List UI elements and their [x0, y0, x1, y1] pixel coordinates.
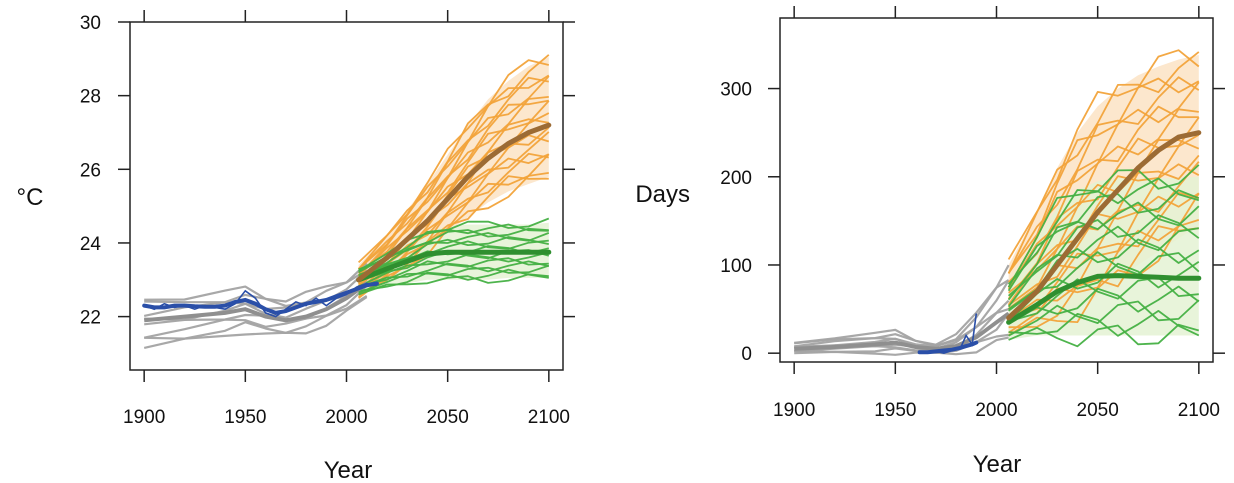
x-tick-label: 2050: [1077, 400, 1119, 421]
x-tick-label: 1950: [224, 407, 266, 428]
historical-model-run-line-2: [143, 285, 368, 339]
high-scenario-run-line-12: [358, 99, 549, 274]
high-scenario-run-line-15: [358, 74, 550, 270]
high-scenario-run-line-16: [1007, 51, 1200, 274]
x-tick-label: 1900: [123, 407, 165, 428]
high-scenario-mean-line: [1006, 130, 1202, 321]
high-scenario-run-line-16: [357, 54, 550, 270]
historical-model-run-line-0: [143, 296, 368, 349]
y-tick-label: 26: [80, 160, 101, 181]
temperature-panel: 1900 1950 2000 2050 2100 22 24 26 28 30 Year °C: [17, 10, 575, 483]
x-tick-label: 2000: [325, 407, 367, 428]
historical-model-mean-line: [794, 311, 1010, 351]
low-scenario-run-line-2: [358, 264, 550, 294]
low-scenario-run-line-10: [1007, 201, 1200, 301]
y-tick-label: 200: [720, 168, 752, 189]
historical-model-run-line-1: [144, 294, 368, 340]
y-axis-title: °C: [17, 184, 44, 211]
high-scenario-run-line-17: [1007, 49, 1200, 260]
low-scenario-run-line-13: [1007, 164, 1200, 288]
high-scenario-run-line-1: [1008, 225, 1199, 329]
low-scenario-run-line-11: [1007, 189, 1200, 292]
low-scenario-run-line-1: [1008, 310, 1200, 337]
low-scenario-run-line-4: [1008, 276, 1199, 323]
high-scenario-run-line-12: [1007, 105, 1199, 283]
low-scenario-runs-envelope: [1008, 176, 1199, 340]
x-tick-label: 2000: [975, 400, 1017, 421]
high-scenario-run-line-17: [357, 59, 550, 264]
y-tick-label: 100: [720, 256, 752, 277]
x-tick-label: 2050: [427, 407, 469, 428]
x-tick-label: 2100: [1178, 400, 1220, 421]
low-scenario-run-line-9: [358, 236, 549, 276]
high-scenario-run-line-7: [1008, 154, 1200, 310]
y-tick-label: 22: [80, 308, 101, 329]
low-scenario-run-line-10: [358, 232, 550, 278]
historical-model-mean-line: [144, 281, 368, 323]
high-scenario-run-line-10: [357, 100, 550, 282]
low-scenario-run-line-9: [1008, 214, 1200, 297]
low-scenario-run-line-8: [1007, 225, 1199, 308]
low-scenario-run-line-4: [358, 257, 549, 287]
high-scenario-mean-line: [356, 122, 552, 283]
historical-model-run-line-7: [794, 264, 1010, 346]
high-scenario-run-line-1: [358, 175, 549, 296]
low-scenario-run-line-2: [1008, 299, 1200, 337]
low-scenario-run-line-3: [1008, 285, 1200, 325]
historical-model-run-line-6: [144, 269, 368, 307]
low-scenario-mean-line: [1006, 273, 1202, 325]
y-tick-label: 0: [741, 344, 752, 365]
high-scenario-run-line-15: [1007, 77, 1200, 274]
hot-days-panel: 1900 1950 2000 2050 2100 0 100 200 300 Year Days: [635, 6, 1225, 478]
y-tick-label: 28: [80, 87, 101, 108]
high-scenario-run-line-10: [1007, 116, 1200, 300]
y-tick-label: 300: [720, 80, 752, 101]
x-tick-label: 1900: [773, 400, 815, 421]
high-scenario-run-line-8: [1007, 134, 1200, 306]
x-tick-label: 1950: [874, 400, 916, 421]
low-scenario-mean-line: [356, 249, 552, 283]
observations-smoothed-line: [142, 281, 379, 315]
low-scenario-run-line-3: [358, 260, 550, 289]
y-tick-label: 24: [80, 234, 102, 255]
high-scenario-run-line-9: [1008, 139, 1200, 294]
x-axis-title: Year: [973, 451, 1022, 478]
x-tick-label: 2100: [528, 407, 570, 428]
low-scenario-run-line-5: [1007, 261, 1200, 323]
historical-model-run-line-7: [144, 262, 368, 303]
observations-smoothed-line: [917, 340, 979, 355]
high-scenario-run-line-0: [1008, 219, 1200, 337]
y-axis-title: Days: [635, 181, 690, 208]
y-tick-label: 30: [80, 13, 101, 34]
x-axis-title: Year: [324, 457, 373, 483]
